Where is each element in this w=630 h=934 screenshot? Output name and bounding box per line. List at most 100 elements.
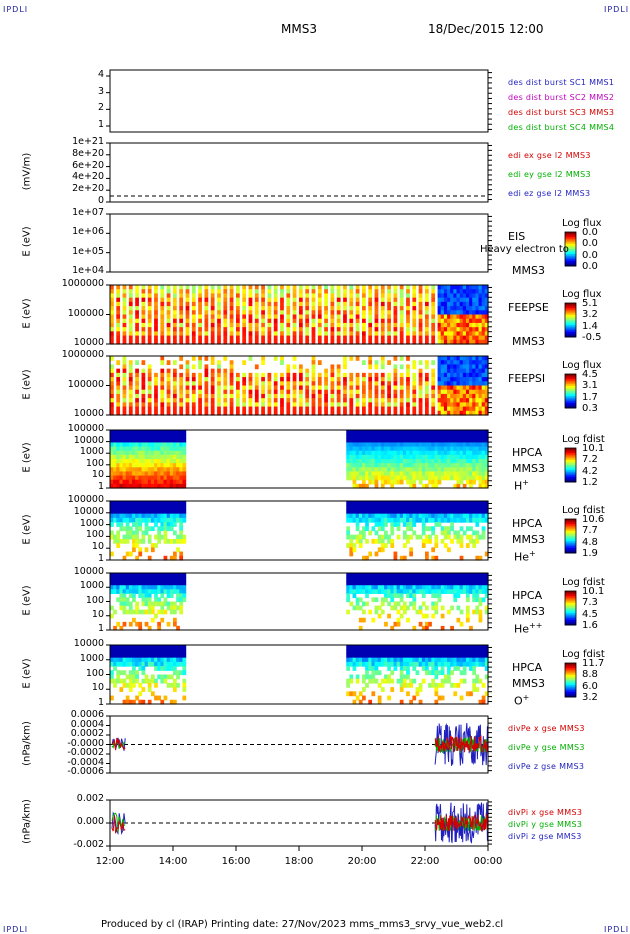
heatmap-cell xyxy=(431,513,436,519)
heatmap-cell xyxy=(450,285,454,290)
heatmap-cell xyxy=(242,297,247,303)
heatmap-cell xyxy=(365,522,369,527)
heatmap-cell xyxy=(387,695,391,701)
heatmap-cell xyxy=(447,314,451,320)
heatmap-cell xyxy=(173,678,177,684)
heatmap-cell xyxy=(462,381,467,387)
heatmap-cell xyxy=(484,430,489,435)
heatmap-cell xyxy=(453,368,458,374)
heatmap-cell xyxy=(160,649,165,655)
heatmap-cell xyxy=(248,289,253,295)
heatmap-cell xyxy=(110,522,114,527)
heatmap-cell xyxy=(484,605,489,611)
heatmap-cell xyxy=(141,471,146,477)
heatmap-cell xyxy=(371,585,376,590)
heatmap-cell xyxy=(317,410,322,416)
heatmap-cell xyxy=(160,699,165,705)
heatmap-cell xyxy=(447,577,451,582)
heatmap-cell xyxy=(336,406,341,412)
heatmap-cell xyxy=(125,653,130,659)
heatmap-cell xyxy=(428,459,432,464)
heatmap-cell xyxy=(135,534,139,540)
heatmap-cell xyxy=(406,670,410,676)
heatmap-cell xyxy=(440,463,445,468)
heatmap-cell xyxy=(362,289,366,295)
heatmap-cell xyxy=(122,446,127,452)
heatmap-cell xyxy=(311,377,316,382)
colorbar-band xyxy=(565,539,576,542)
heatmap-cell xyxy=(399,331,404,337)
heatmap-cell xyxy=(160,454,165,460)
heatmap-cell xyxy=(434,501,439,506)
heatmap-cell xyxy=(380,589,385,594)
heatmap-cell xyxy=(406,389,410,395)
heatmap-cell xyxy=(163,678,168,684)
heatmap-cell xyxy=(396,581,401,586)
heatmap-cell xyxy=(229,322,234,328)
heatmap-cell xyxy=(113,479,117,485)
heatmap-cell xyxy=(374,551,379,557)
heatmap-cell xyxy=(387,534,391,540)
heatmap-cell xyxy=(377,526,382,532)
heatmap-cell xyxy=(415,454,420,460)
heatmap-cell xyxy=(355,645,360,650)
heatmap-cell xyxy=(154,406,158,412)
heatmap-cell xyxy=(384,501,388,506)
heatmap-cell xyxy=(390,475,395,481)
heatmap-cell xyxy=(349,463,354,468)
heatmap-cell xyxy=(141,649,146,655)
heatmap-cell xyxy=(116,339,121,345)
heatmap-cell xyxy=(336,297,341,303)
heatmap-cell xyxy=(355,327,360,332)
heatmap-cell xyxy=(469,434,473,439)
heatmap-cell xyxy=(163,505,168,511)
heatmap-cell xyxy=(113,434,117,439)
heatmap-cell xyxy=(371,589,376,594)
heatmap-cell xyxy=(428,649,432,655)
heatmap-cell xyxy=(163,430,168,435)
instrument-label: FEEPSE xyxy=(508,301,549,314)
heatmap-cell xyxy=(431,410,436,416)
heatmap-cell xyxy=(402,581,407,586)
heatmap-cell xyxy=(362,410,366,416)
heatmap-cell xyxy=(472,645,476,650)
heatmap-cell xyxy=(396,653,401,659)
heatmap-cell xyxy=(465,339,470,345)
heatmap-cell xyxy=(160,314,165,320)
heatmap-cell xyxy=(402,678,407,684)
heatmap-cell xyxy=(431,678,436,684)
heatmap-cell xyxy=(412,585,417,590)
heatmap-cell xyxy=(481,434,486,439)
heatmap-cell xyxy=(465,406,470,412)
panel-frame xyxy=(109,69,489,133)
heatmap-cell xyxy=(144,509,149,515)
heatmap-cell xyxy=(462,335,467,341)
heatmap-cell xyxy=(462,327,467,332)
heatmap-cell xyxy=(484,581,489,586)
heatmap-cell xyxy=(371,475,376,481)
heatmap-cell xyxy=(472,593,476,599)
heatmap-cell xyxy=(472,289,476,295)
heatmap-cell xyxy=(198,410,202,416)
heatmap-cell xyxy=(116,585,121,590)
heatmap-cell xyxy=(447,364,451,370)
heatmap-cell xyxy=(125,450,130,456)
heatmap-cell xyxy=(437,645,442,650)
heatmap-cell xyxy=(440,666,445,671)
heatmap-cell xyxy=(406,364,410,370)
heatmap-cell xyxy=(402,589,407,594)
heatmap-cell xyxy=(169,463,174,468)
heatmap-cell xyxy=(358,543,363,548)
heatmap-cell xyxy=(346,526,350,532)
heatmap-cell xyxy=(456,471,461,477)
heatmap-cell xyxy=(132,657,136,663)
heatmap-cell xyxy=(141,335,146,341)
heatmap-cell xyxy=(437,356,442,361)
heatmap-cell xyxy=(472,446,476,452)
heatmap-cell xyxy=(409,513,413,519)
heatmap-cell xyxy=(368,360,373,366)
heatmap-cell xyxy=(459,513,464,519)
heatmap-cell xyxy=(135,360,139,366)
colorbar-band xyxy=(565,326,576,329)
heatmap-cell xyxy=(374,505,379,511)
